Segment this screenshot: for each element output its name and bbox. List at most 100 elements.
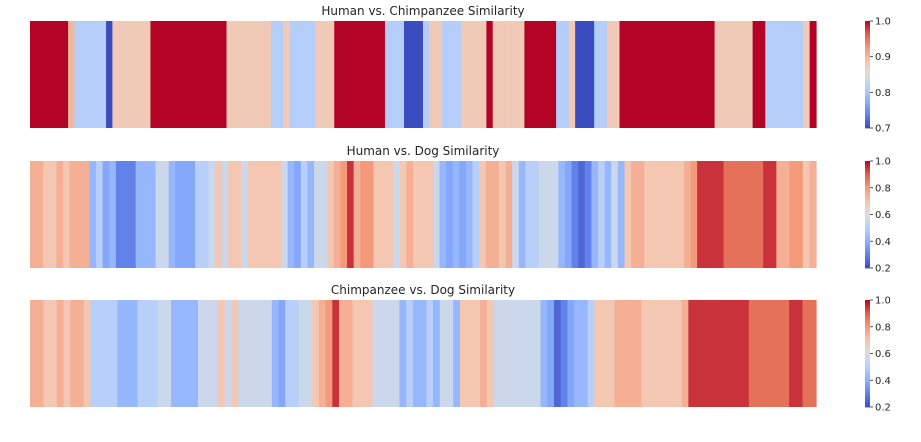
heatmap-cell xyxy=(365,300,374,407)
colorbar-segment xyxy=(865,78,870,81)
heatmap-cell xyxy=(82,161,91,268)
colorbar-segment xyxy=(865,260,870,264)
heatmap-cell xyxy=(644,161,652,268)
heatmap-cell xyxy=(372,21,380,128)
colorbar-segment xyxy=(865,225,870,228)
heatmap-cell xyxy=(611,161,619,268)
heatmap-cell xyxy=(651,21,659,128)
heatmap-cell xyxy=(743,161,751,268)
heatmap-cell xyxy=(162,161,170,268)
heatmap-cell xyxy=(512,161,520,268)
colorbar-segment xyxy=(865,29,870,33)
colorbar-segment xyxy=(865,185,870,189)
colorbar-tick-label: 0.8 xyxy=(875,88,891,99)
heatmap-cell xyxy=(708,300,716,407)
heatmap-cell xyxy=(771,21,779,128)
colorbar-segment xyxy=(865,106,870,109)
heatmap-cell xyxy=(292,300,300,407)
heatmap-cell xyxy=(197,300,206,407)
heatmap-cell xyxy=(61,21,69,128)
heatmap-cell xyxy=(285,300,293,407)
colorbar-tick-label: 0.8 xyxy=(875,322,891,333)
heatmap-cell xyxy=(302,21,310,128)
heatmap-cell xyxy=(459,161,467,268)
colorbar-segment xyxy=(865,259,870,262)
heatmap-cell xyxy=(379,300,387,407)
colorbar-segment xyxy=(865,205,870,208)
heatmap-cell xyxy=(125,21,133,128)
colorbar-segment xyxy=(865,95,870,99)
colorbar-segment xyxy=(865,178,870,182)
heatmap-cell xyxy=(204,300,212,407)
heatmap-cell xyxy=(543,21,551,128)
heatmap-cell xyxy=(305,300,313,407)
heatmap-cell xyxy=(697,161,705,268)
heatmap-cell xyxy=(36,21,44,128)
colorbar-segment xyxy=(865,216,870,219)
heatmap-cell xyxy=(208,161,216,268)
heatmap-cell xyxy=(384,21,392,128)
heatmap-cell xyxy=(715,300,723,407)
heatmap-cell xyxy=(406,300,414,407)
colorbar-segment xyxy=(865,200,870,203)
heatmap-cell xyxy=(97,300,105,407)
heatmap-cell xyxy=(271,300,280,407)
heatmap-cell xyxy=(538,161,546,268)
colorbar-segment xyxy=(865,189,870,192)
heatmap-cell xyxy=(278,300,286,407)
heatmap-cell xyxy=(239,21,247,128)
heatmap-cell xyxy=(473,300,481,407)
colorbar-segment xyxy=(865,250,870,253)
colorbar-segment xyxy=(865,65,870,68)
colorbar-segment xyxy=(865,51,870,54)
colorbar-segment xyxy=(865,88,870,91)
heatmap-cell xyxy=(439,161,447,268)
colorbar-segment xyxy=(865,85,870,88)
heatmap-cell xyxy=(695,21,703,128)
heatmap-cell xyxy=(690,161,698,268)
heatmap-cell xyxy=(339,300,347,407)
heatmap-cell xyxy=(50,300,58,407)
heatmap-cell xyxy=(677,161,685,268)
heatmap-cell xyxy=(300,161,309,268)
heatmap-cell xyxy=(567,300,575,407)
heatmap-cell xyxy=(545,161,553,268)
heatmap-cell xyxy=(473,21,481,128)
heatmap-cell xyxy=(578,161,586,268)
heatmap-cell xyxy=(30,161,38,268)
heatmap-cell xyxy=(55,21,63,128)
heatmap-cell xyxy=(513,300,522,407)
colorbar-segment xyxy=(865,314,870,317)
heatmap-cell xyxy=(459,300,468,407)
colorbar-tick-label: 0.4 xyxy=(875,376,891,387)
colorbar-segment xyxy=(865,235,870,239)
heatmap-cell xyxy=(617,161,626,268)
heatmap-cell xyxy=(765,21,773,128)
heatmap-cell xyxy=(340,161,348,268)
heatmap-cell xyxy=(604,161,612,268)
heatmap-cell xyxy=(558,161,566,268)
heatmap-cell xyxy=(386,300,394,407)
heatmap-cell xyxy=(549,21,557,128)
heatmap-cell xyxy=(412,300,421,407)
heatmap-cell xyxy=(191,300,199,407)
heatmap-cell xyxy=(30,21,37,128)
colorbar-segment xyxy=(865,243,870,246)
heatmap-cell xyxy=(796,21,804,128)
colorbar-segment xyxy=(865,26,870,29)
heatmap-cell xyxy=(493,300,501,407)
heatmap-cell xyxy=(345,300,354,407)
heatmap-cell xyxy=(654,300,663,407)
heatmap-cell xyxy=(714,21,722,128)
heatmap-cell xyxy=(575,21,583,128)
heatmap-cell xyxy=(763,161,771,268)
heatmap-cell xyxy=(752,21,760,128)
colorbar-tick-label: 0.6 xyxy=(875,349,891,360)
heatmap-cell xyxy=(527,300,535,407)
heatmap-cell xyxy=(736,161,744,268)
heatmap-cell xyxy=(238,300,246,407)
colorbar-segment xyxy=(865,226,870,230)
colorbar-segment xyxy=(865,21,870,24)
heatmap-cell xyxy=(644,21,652,128)
heatmap-cell xyxy=(762,300,770,407)
